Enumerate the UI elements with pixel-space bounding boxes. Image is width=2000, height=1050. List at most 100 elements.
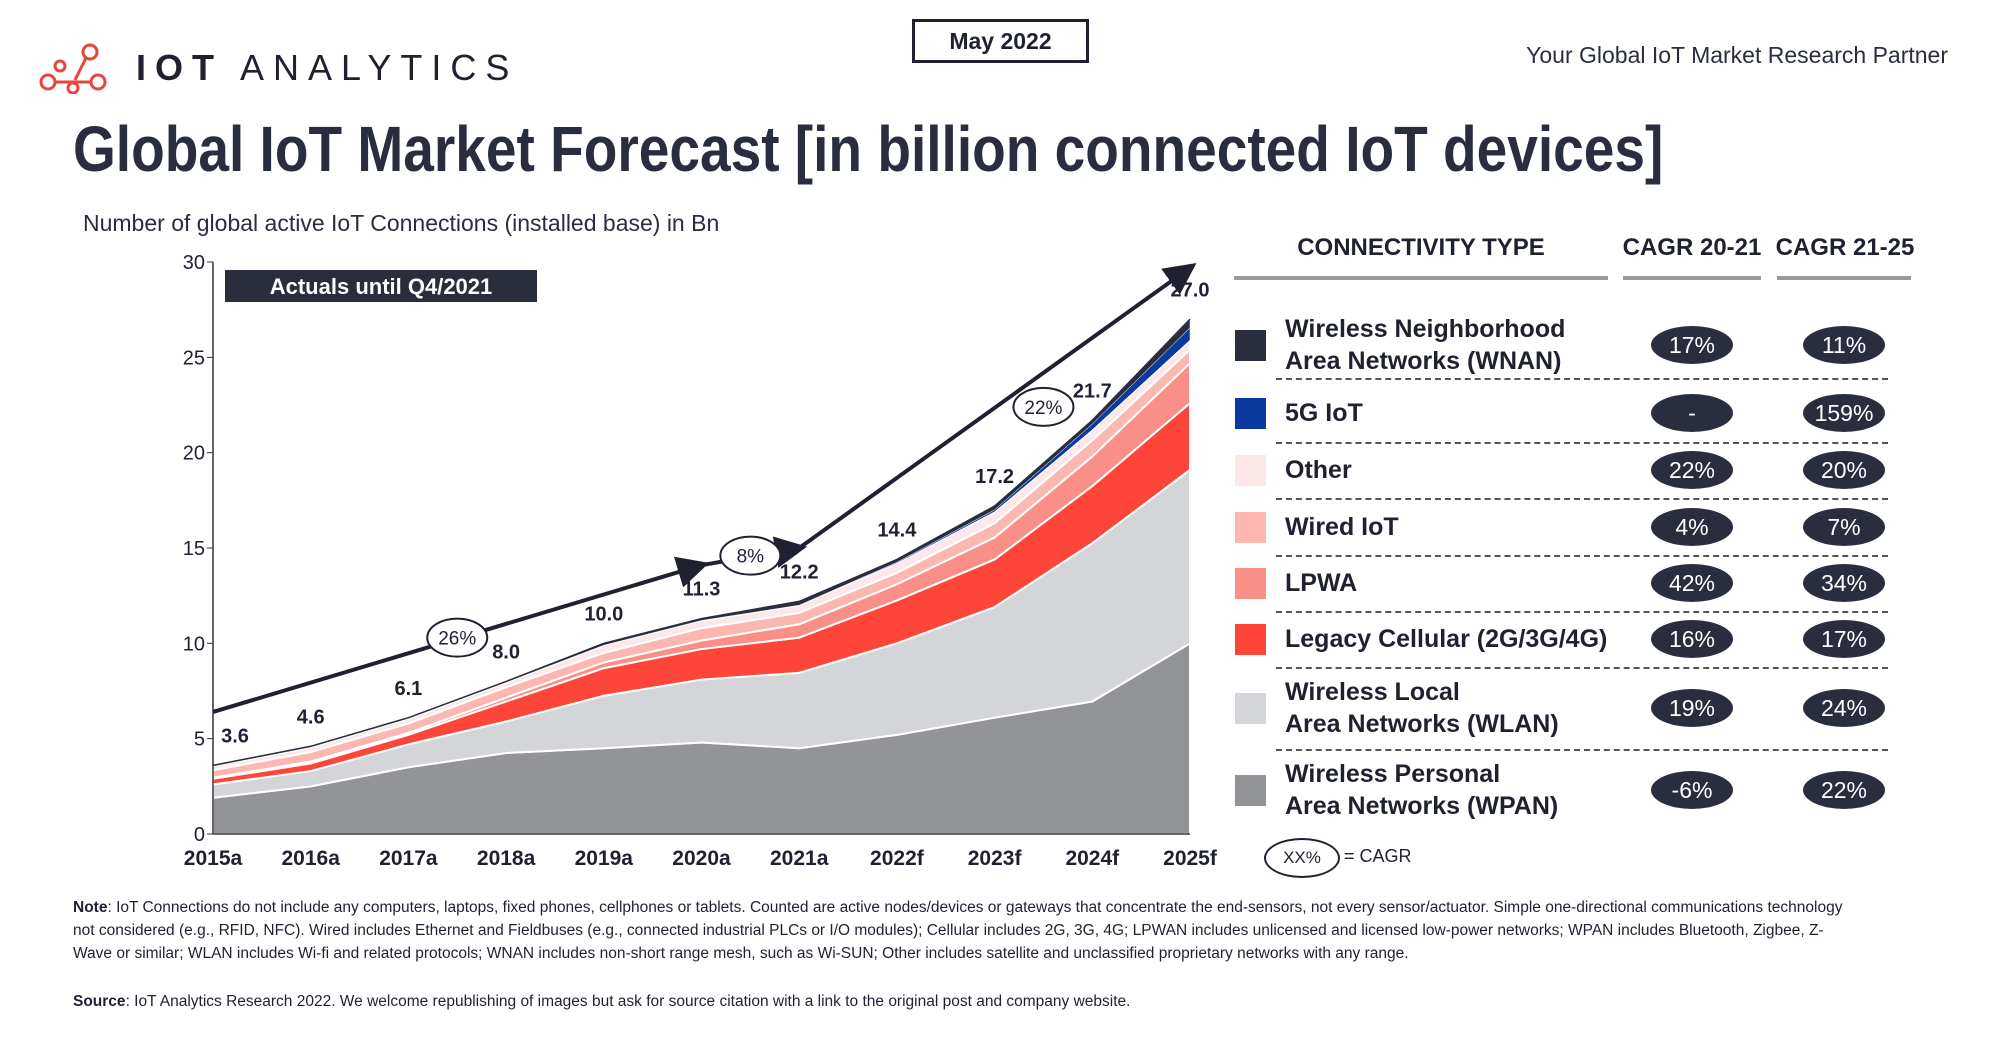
cagr-key-oval: XX% — [1264, 838, 1340, 878]
cagr-21-25-pill: 34% — [1803, 564, 1885, 602]
tagline: Your Global IoT Market Research Partner — [1526, 42, 1948, 68]
legend-label: Legacy Cellular (2G/3G/4G) — [1285, 625, 1608, 653]
row-divider — [1276, 667, 1888, 669]
column-header-type: CONNECTIVITY TYPE — [1297, 234, 1545, 261]
row-divider — [1276, 555, 1888, 557]
legend-label: Wireless Local Area Networks (WLAN) — [1285, 678, 1559, 738]
network-nodes-icon — [39, 43, 107, 94]
data-label: 4.6 — [297, 706, 325, 728]
legend-label: Other — [1285, 456, 1352, 484]
cagr-21-25-pill: 159% — [1803, 394, 1885, 432]
column-header-cagr-21-25: CAGR 21-25 — [1775, 234, 1915, 261]
x-tick-label: 2016a — [281, 847, 340, 870]
actuals-badge-text: Actuals until Q4/2021 — [270, 274, 493, 299]
y-tick-label: 20 — [183, 443, 205, 465]
legend-swatch — [1235, 398, 1266, 429]
trend-arrow — [798, 263, 1197, 550]
cagr-21-25-pill: 7% — [1803, 508, 1885, 546]
source-note: Source: IoT Analytics Research 2022. We … — [73, 993, 1130, 1011]
cagr-oval — [1012, 386, 1075, 427]
note-label: Note — [73, 899, 108, 916]
source-label: Source — [73, 993, 126, 1010]
x-tick-label: 2015a — [184, 847, 243, 870]
y-tick-label: 30 — [183, 252, 205, 274]
data-label: 6.1 — [394, 678, 422, 700]
source-text: : IoT Analytics Research 2022. We welcom… — [125, 993, 1131, 1010]
cagr-20-21-pill: 17% — [1651, 326, 1733, 364]
cagr-oval — [719, 535, 782, 576]
cagr-oval — [426, 617, 489, 658]
header-underline — [1234, 276, 1608, 280]
legend-swatch — [1235, 775, 1266, 806]
data-label: 17.2 — [975, 466, 1014, 488]
date-badge: May 2022 — [912, 19, 1089, 63]
legend-swatch — [1235, 693, 1266, 724]
cagr-20-21-pill: 16% — [1651, 620, 1733, 658]
legend-label: Wireless Neighborhood Area Networks (WNAN… — [1285, 315, 1566, 375]
x-tick-label: 2018a — [477, 847, 536, 870]
y-tick-label: 0 — [194, 824, 205, 846]
x-tick-label: 2017a — [379, 847, 438, 870]
cagr-oval-label: 26% — [438, 629, 476, 650]
cagr-key-text: = CAGR — [1344, 846, 1412, 866]
cagr-20-21-pill: -6% — [1651, 771, 1733, 809]
y-tick-label: 15 — [183, 538, 205, 560]
legend-label: 5G IoT — [1285, 399, 1363, 427]
legend-label: Wireless Personal Area Networks (WPAN) — [1285, 760, 1559, 820]
cagr-20-21-pill: - — [1651, 394, 1733, 432]
data-label: 14.4 — [877, 520, 917, 542]
stacked-area-chart: 0 5 10 15 20 25 30 2015a 2016a 2017a 2018a 2019a 202… — [183, 252, 1218, 870]
column-header-cagr-20-21: CAGR 20-21 — [1622, 234, 1762, 261]
x-tick-label: 2021a — [770, 847, 829, 870]
legend-label: LPWA — [1285, 569, 1358, 597]
logo-text-bold: IOT — [136, 47, 223, 88]
data-label: 3.6 — [221, 725, 249, 747]
data-label: 11.3 — [683, 579, 721, 601]
cagr-21-25-pill: 11% — [1803, 326, 1885, 364]
data-label: 10.0 — [584, 603, 623, 625]
x-tick-label: 2020a — [672, 847, 731, 870]
legend-label: Wired IoT — [1285, 513, 1399, 541]
note-text: : IoT Connections do not include any com… — [73, 899, 1843, 962]
header-underline — [1777, 276, 1911, 280]
footnote: Note: IoT Connections do not include any… — [73, 896, 1853, 965]
cagr-20-21-pill: 42% — [1651, 564, 1733, 602]
cagr-21-25-pill: 24% — [1803, 689, 1885, 727]
actuals-badge — [225, 270, 537, 302]
legend-swatch — [1235, 624, 1266, 655]
logo-text-light: ANALYTICS — [240, 47, 519, 88]
x-tick-label: 2022f — [870, 847, 925, 870]
data-label: 8.0 — [492, 642, 520, 664]
page-title: Global IoT Market Forecast [in billion c… — [73, 113, 1664, 185]
cagr-21-25-pill: 20% — [1803, 451, 1885, 489]
data-label: 27.0 — [1171, 279, 1210, 301]
logo: IOT ANALYTICS — [38, 42, 518, 94]
legend-swatch — [1235, 455, 1266, 486]
data-label: 21.7 — [1073, 380, 1112, 402]
chart-subtitle: Number of global active IoT Connections … — [83, 210, 720, 236]
data-label: 12.2 — [780, 562, 819, 584]
legend-swatch — [1235, 330, 1266, 361]
cagr-oval-label: 8% — [737, 547, 765, 568]
cagr-20-21-pill: 4% — [1651, 508, 1733, 546]
y-tick-label: 25 — [183, 347, 205, 369]
cagr-21-25-pill: 22% — [1803, 771, 1885, 809]
cagr-20-21-pill: 19% — [1651, 689, 1733, 727]
cagr-oval-label: 22% — [1024, 398, 1062, 419]
x-tick-label: 2023f — [968, 847, 1023, 870]
x-tick-label: 2024f — [1065, 847, 1120, 870]
y-tick-label: 10 — [183, 633, 205, 655]
x-tick-label: 2025f — [1163, 847, 1218, 870]
row-divider — [1276, 378, 1888, 380]
row-divider — [1276, 611, 1888, 613]
row-divider — [1276, 498, 1888, 500]
row-divider — [1276, 442, 1888, 444]
legend-swatch — [1235, 512, 1266, 543]
cagr-20-21-pill: 22% — [1651, 451, 1733, 489]
total-line — [212, 318, 1191, 767]
header-underline — [1623, 276, 1761, 280]
row-divider — [1276, 749, 1888, 751]
legend-swatch — [1235, 568, 1266, 599]
cagr-21-25-pill: 17% — [1803, 620, 1885, 658]
x-tick-label: 2019a — [575, 847, 634, 870]
